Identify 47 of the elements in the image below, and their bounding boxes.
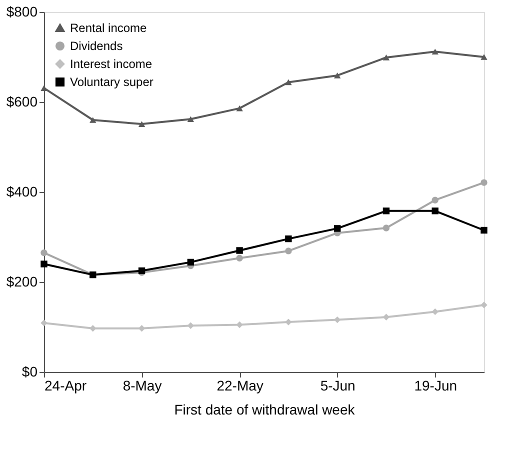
x-axis-title: First date of withdrawal week bbox=[174, 402, 356, 418]
point bbox=[90, 324, 96, 332]
point bbox=[285, 318, 292, 326]
y-tick-label: $200 bbox=[6, 274, 38, 290]
point bbox=[236, 247, 243, 254]
point bbox=[480, 179, 488, 186]
point bbox=[40, 249, 48, 256]
point bbox=[236, 105, 243, 112]
point bbox=[90, 117, 96, 123]
point bbox=[480, 226, 488, 234]
point bbox=[236, 321, 243, 328]
x-tick-label: 19-Jun bbox=[414, 378, 458, 394]
point bbox=[432, 196, 438, 204]
x-tick-label: 24-Apr bbox=[44, 378, 87, 394]
point bbox=[382, 224, 390, 232]
legend-label: Interest income bbox=[70, 57, 152, 71]
point bbox=[40, 85, 48, 91]
point bbox=[382, 314, 390, 320]
point bbox=[40, 320, 48, 326]
point bbox=[334, 72, 341, 78]
legend-label: Rental income bbox=[70, 21, 148, 35]
point bbox=[187, 116, 194, 122]
y-tick-label: $800 bbox=[6, 4, 38, 20]
point bbox=[187, 258, 194, 266]
y-tick-label: $0 bbox=[22, 364, 38, 380]
point bbox=[432, 48, 438, 55]
point bbox=[382, 208, 390, 214]
x-tick-label: 5-Jun bbox=[320, 378, 356, 394]
point bbox=[236, 254, 243, 262]
y-tick-label: $400 bbox=[6, 184, 38, 200]
y-tick-label: $600 bbox=[6, 94, 38, 110]
point bbox=[138, 121, 146, 127]
point bbox=[480, 54, 488, 60]
legend-label: Dividends bbox=[70, 39, 123, 53]
point bbox=[285, 248, 292, 254]
legend-label: Voluntary super bbox=[70, 75, 154, 89]
point bbox=[480, 302, 488, 308]
point bbox=[382, 54, 390, 60]
x-tick-label: 8-May bbox=[122, 378, 162, 394]
x-tick-label: 22-May bbox=[216, 378, 264, 394]
point bbox=[285, 79, 292, 86]
point bbox=[285, 235, 292, 242]
point bbox=[40, 260, 48, 268]
point bbox=[334, 225, 341, 232]
point bbox=[138, 324, 146, 332]
point bbox=[432, 308, 438, 316]
point bbox=[432, 208, 438, 214]
